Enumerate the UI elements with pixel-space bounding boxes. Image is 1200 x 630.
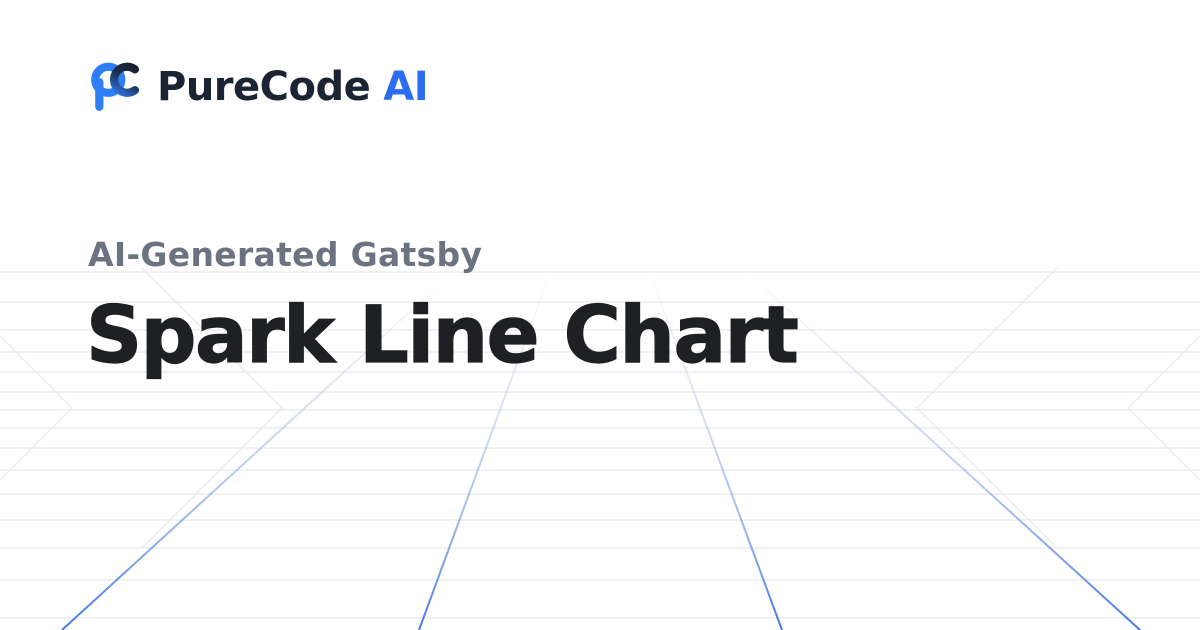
grid-horizontal-lines <box>0 271 1200 619</box>
page-title: Spark Line Chart <box>85 291 799 381</box>
brand-name: PureCode <box>157 64 371 110</box>
brand-logo: PureCode AI <box>88 58 429 116</box>
purecode-pc-monogram-icon <box>91 62 140 111</box>
grid-chevron-lines <box>0 267 1200 549</box>
brand-suffix: AI <box>383 64 429 110</box>
grid-blue-radial-lines <box>61 269 1141 630</box>
card-eyebrow: AI-Generated Gatsby <box>88 235 483 274</box>
